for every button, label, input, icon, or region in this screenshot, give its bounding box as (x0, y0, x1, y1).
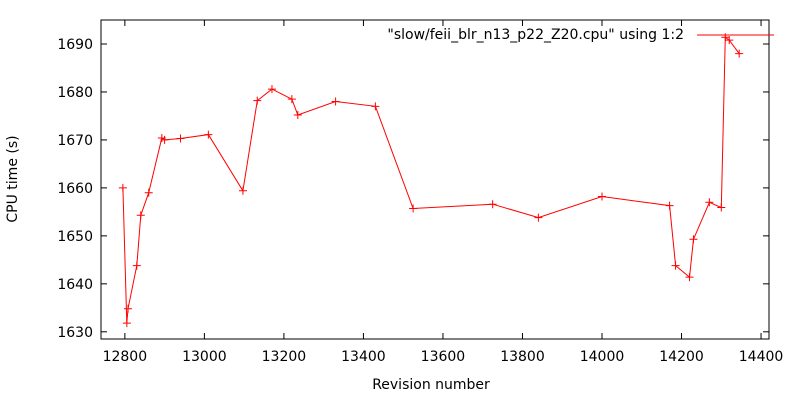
x-tick-label: 12800 (103, 349, 148, 365)
x-axis-label: Revision number (372, 377, 490, 393)
y-tick-label: 1650 (57, 229, 93, 245)
data-point-marker (409, 204, 418, 213)
x-tick-label: 14400 (739, 349, 784, 365)
data-point-marker (689, 235, 698, 244)
y-tick-label: 1690 (57, 37, 93, 53)
y-tick-label: 1670 (57, 133, 93, 149)
data-point-marker (144, 188, 153, 197)
x-tick-label: 13200 (262, 349, 307, 365)
data-point-marker (685, 273, 694, 282)
data-point-marker (132, 261, 141, 270)
plot-frame (100, 19, 770, 340)
x-tick-label: 13400 (341, 349, 386, 365)
x-tick-label: 14000 (580, 349, 625, 365)
series-layer (118, 33, 744, 328)
data-point-marker (122, 319, 131, 328)
legend-label: "slow/feii_blr_n13_p22_Z20.cpu" using 1:… (387, 27, 684, 43)
data-point-marker (287, 95, 296, 104)
data-point-marker (717, 203, 726, 212)
data-point-marker (204, 130, 213, 139)
data-point-marker (238, 186, 247, 195)
series-line (122, 36, 740, 324)
data-point-marker (267, 85, 276, 94)
y-tick-label: 1640 (57, 277, 93, 293)
data-point-marker (534, 213, 543, 222)
data-point-marker (124, 304, 133, 313)
y-axis-ticks: 1630 1640 1650 1660 1670 1680 1690 (57, 37, 769, 341)
x-tick-label: 13800 (500, 349, 545, 365)
data-point-marker (725, 36, 734, 45)
data-point-marker (488, 200, 497, 209)
legend: "slow/feii_blr_n13_p22_Z20.cpu" using 1:… (387, 27, 774, 43)
data-point-marker (176, 134, 185, 143)
data-point-marker (735, 49, 744, 58)
data-point-marker (293, 110, 302, 119)
x-tick-label: 13000 (182, 349, 227, 365)
y-tick-label: 1660 (57, 181, 93, 197)
x-axis-ticks: 12800 13000 13200 13400 13600 13800 14000 14200… (103, 20, 784, 365)
y-axis-label: CPU time (s) (5, 135, 21, 222)
data-point-marker (136, 211, 145, 220)
data-point-marker (118, 183, 127, 192)
data-point-marker (253, 96, 262, 105)
y-tick-label: 1680 (57, 85, 93, 101)
x-tick-label: 14200 (659, 349, 704, 365)
data-point-marker (371, 102, 380, 111)
data-point-marker (331, 97, 340, 106)
data-point-marker (665, 201, 674, 210)
data-point-marker (598, 192, 606, 201)
x-tick-label: 13600 (421, 349, 466, 365)
data-point-marker (160, 135, 169, 144)
data-point-marker (671, 261, 680, 270)
data-point-marker (705, 198, 714, 207)
y-tick-label: 1630 (57, 325, 93, 341)
